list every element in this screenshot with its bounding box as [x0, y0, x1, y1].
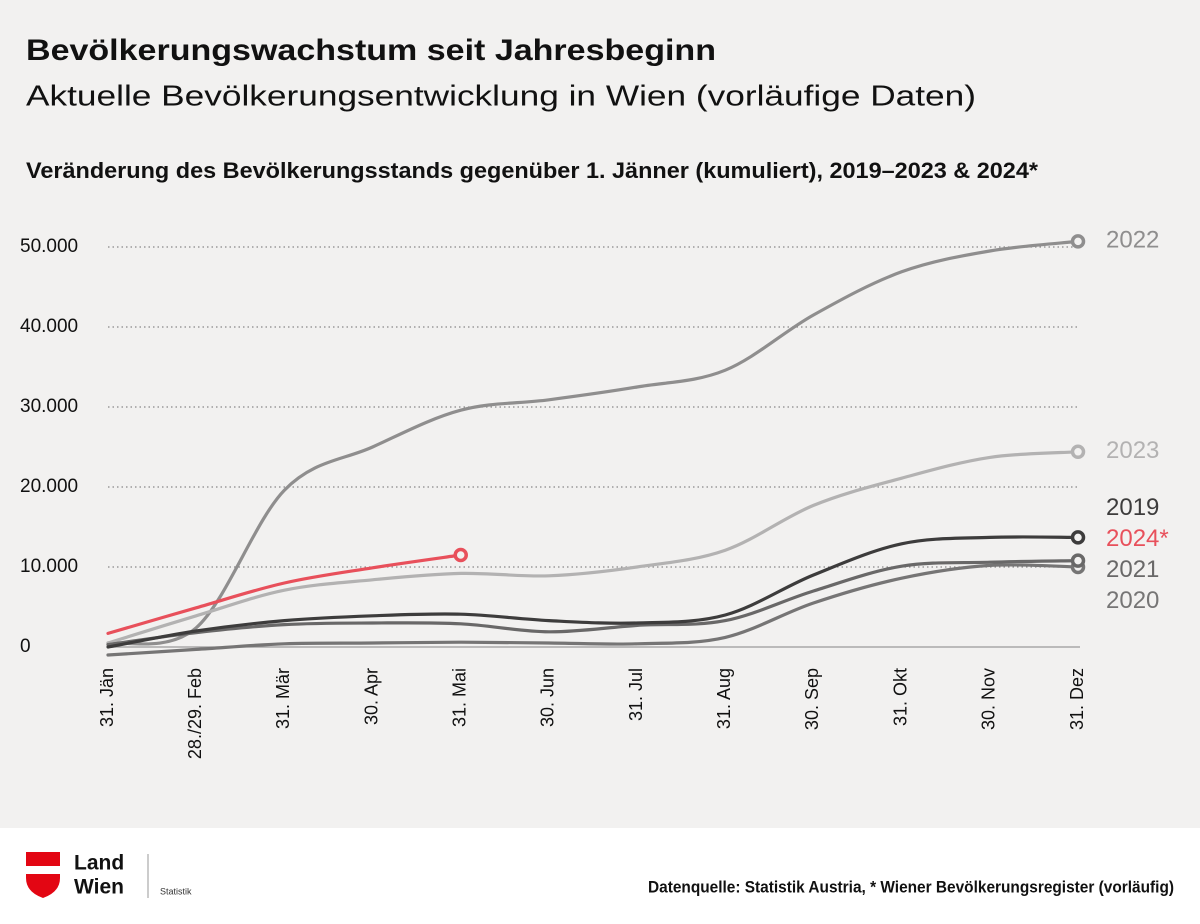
end-marker: [1070, 444, 1086, 460]
x-tick-label: 31. Mai: [449, 668, 469, 727]
legend-label: 2019: [1106, 494, 1159, 521]
legend-label: 2022: [1106, 227, 1159, 254]
x-tick-label: 30. Jun: [538, 668, 558, 727]
legend-label: 2021: [1106, 556, 1159, 583]
x-tick-label: 31. Mär: [273, 668, 293, 729]
x-tick-label: 31. Okt: [890, 668, 910, 726]
logo-stripe: [26, 866, 60, 874]
chart-title: Bevölkerungswachstum seit Jahresbeginn: [26, 34, 716, 67]
end-marker: [1070, 553, 1086, 568]
y-tick-label: 50.000: [20, 236, 78, 257]
axis-title: Veränderung des Bevölkerungsstands gegen…: [26, 158, 1038, 183]
x-tick-label: 31. Jän: [97, 668, 117, 727]
y-tick-label: 0: [20, 636, 31, 657]
source-note: Datenquelle: Statistik Austria, * Wiener…: [648, 877, 1174, 896]
end-marker: [1070, 530, 1086, 545]
logo-unit: Statistik: [160, 886, 192, 896]
line: [106, 450, 1080, 645]
series: [106, 234, 1086, 646]
x-tick-label: 30. Apr: [361, 668, 381, 725]
line: [106, 535, 1080, 649]
footer-background: [0, 828, 1200, 924]
y-tick-label: 20.000: [20, 476, 78, 497]
x-tick-label: 31. Aug: [714, 668, 734, 729]
logo-text: Land: [74, 852, 124, 875]
logo-text: Wien: [74, 876, 124, 899]
logo-shield: [26, 852, 60, 898]
chart-subtitle: Aktuelle Bevölkerungsentwicklung in Wien…: [26, 81, 976, 113]
end-marker: [453, 547, 468, 563]
y-tick-label: 10.000: [20, 556, 78, 577]
line: [106, 563, 1080, 657]
x-tick-label: 28./29. Feb: [185, 668, 205, 759]
y-tick-label: 30.000: [20, 396, 78, 417]
end-marker: [1070, 234, 1086, 249]
series: [106, 444, 1086, 645]
series: [106, 547, 468, 635]
x-tick-label: 30. Sep: [802, 668, 822, 730]
line: [106, 553, 463, 635]
x-tick-label: 31. Dez: [1067, 668, 1087, 730]
legend-label: 2024*: [1106, 525, 1169, 552]
x-tick-label: 31. Jul: [626, 668, 646, 721]
x-tick-label: 30. Nov: [979, 668, 999, 730]
series: [106, 553, 1086, 647]
chart-background: [0, 0, 1200, 828]
legend-label: 2020: [1106, 587, 1159, 614]
line: [106, 559, 1080, 647]
line: [106, 239, 1080, 646]
legend-label: 2023: [1106, 437, 1159, 464]
logo: Land Wien Statistik: [26, 852, 192, 899]
series: [106, 530, 1086, 649]
y-tick-label: 40.000: [20, 316, 78, 337]
